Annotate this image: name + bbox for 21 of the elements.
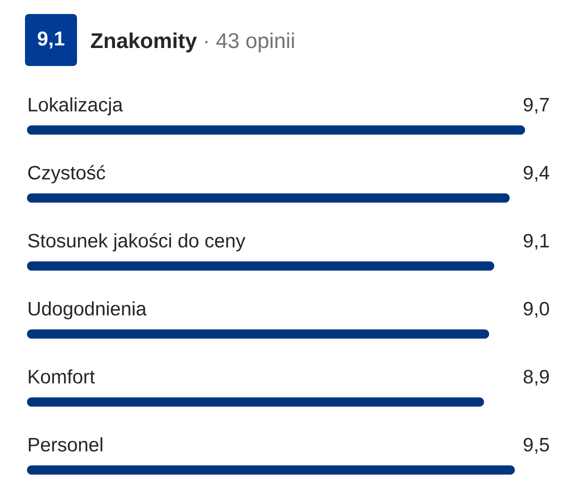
bar: [27, 193, 510, 203]
data-label: 8,9: [524, 370, 549, 386]
data-label: 9,0: [524, 302, 549, 318]
y-tick-label: Udogodnienia: [28, 301, 147, 320]
y-tick-label: Komfort: [28, 369, 95, 384]
data-label: 9,5: [524, 438, 549, 454]
text: 9,1: [38, 31, 64, 49]
data-label: 9,4: [524, 166, 550, 182]
y-tick-label: Lokalizacja: [28, 97, 123, 116]
chart-title: Znakomity: [90, 32, 197, 52]
bar: [27, 261, 494, 271]
y-tick-label: Stosunek jakości do ceny: [28, 233, 246, 252]
data-label: 9,1: [524, 234, 549, 250]
y-tick-label: Czystość: [28, 165, 106, 184]
bar: [27, 465, 515, 475]
chart-subtitle: · 43 opinii: [205, 32, 294, 52]
bar: [27, 125, 526, 135]
y-tick-label: Personel: [28, 437, 102, 452]
bar: [27, 397, 484, 407]
bar: [27, 329, 490, 339]
data-label: 9,7: [524, 98, 549, 114]
